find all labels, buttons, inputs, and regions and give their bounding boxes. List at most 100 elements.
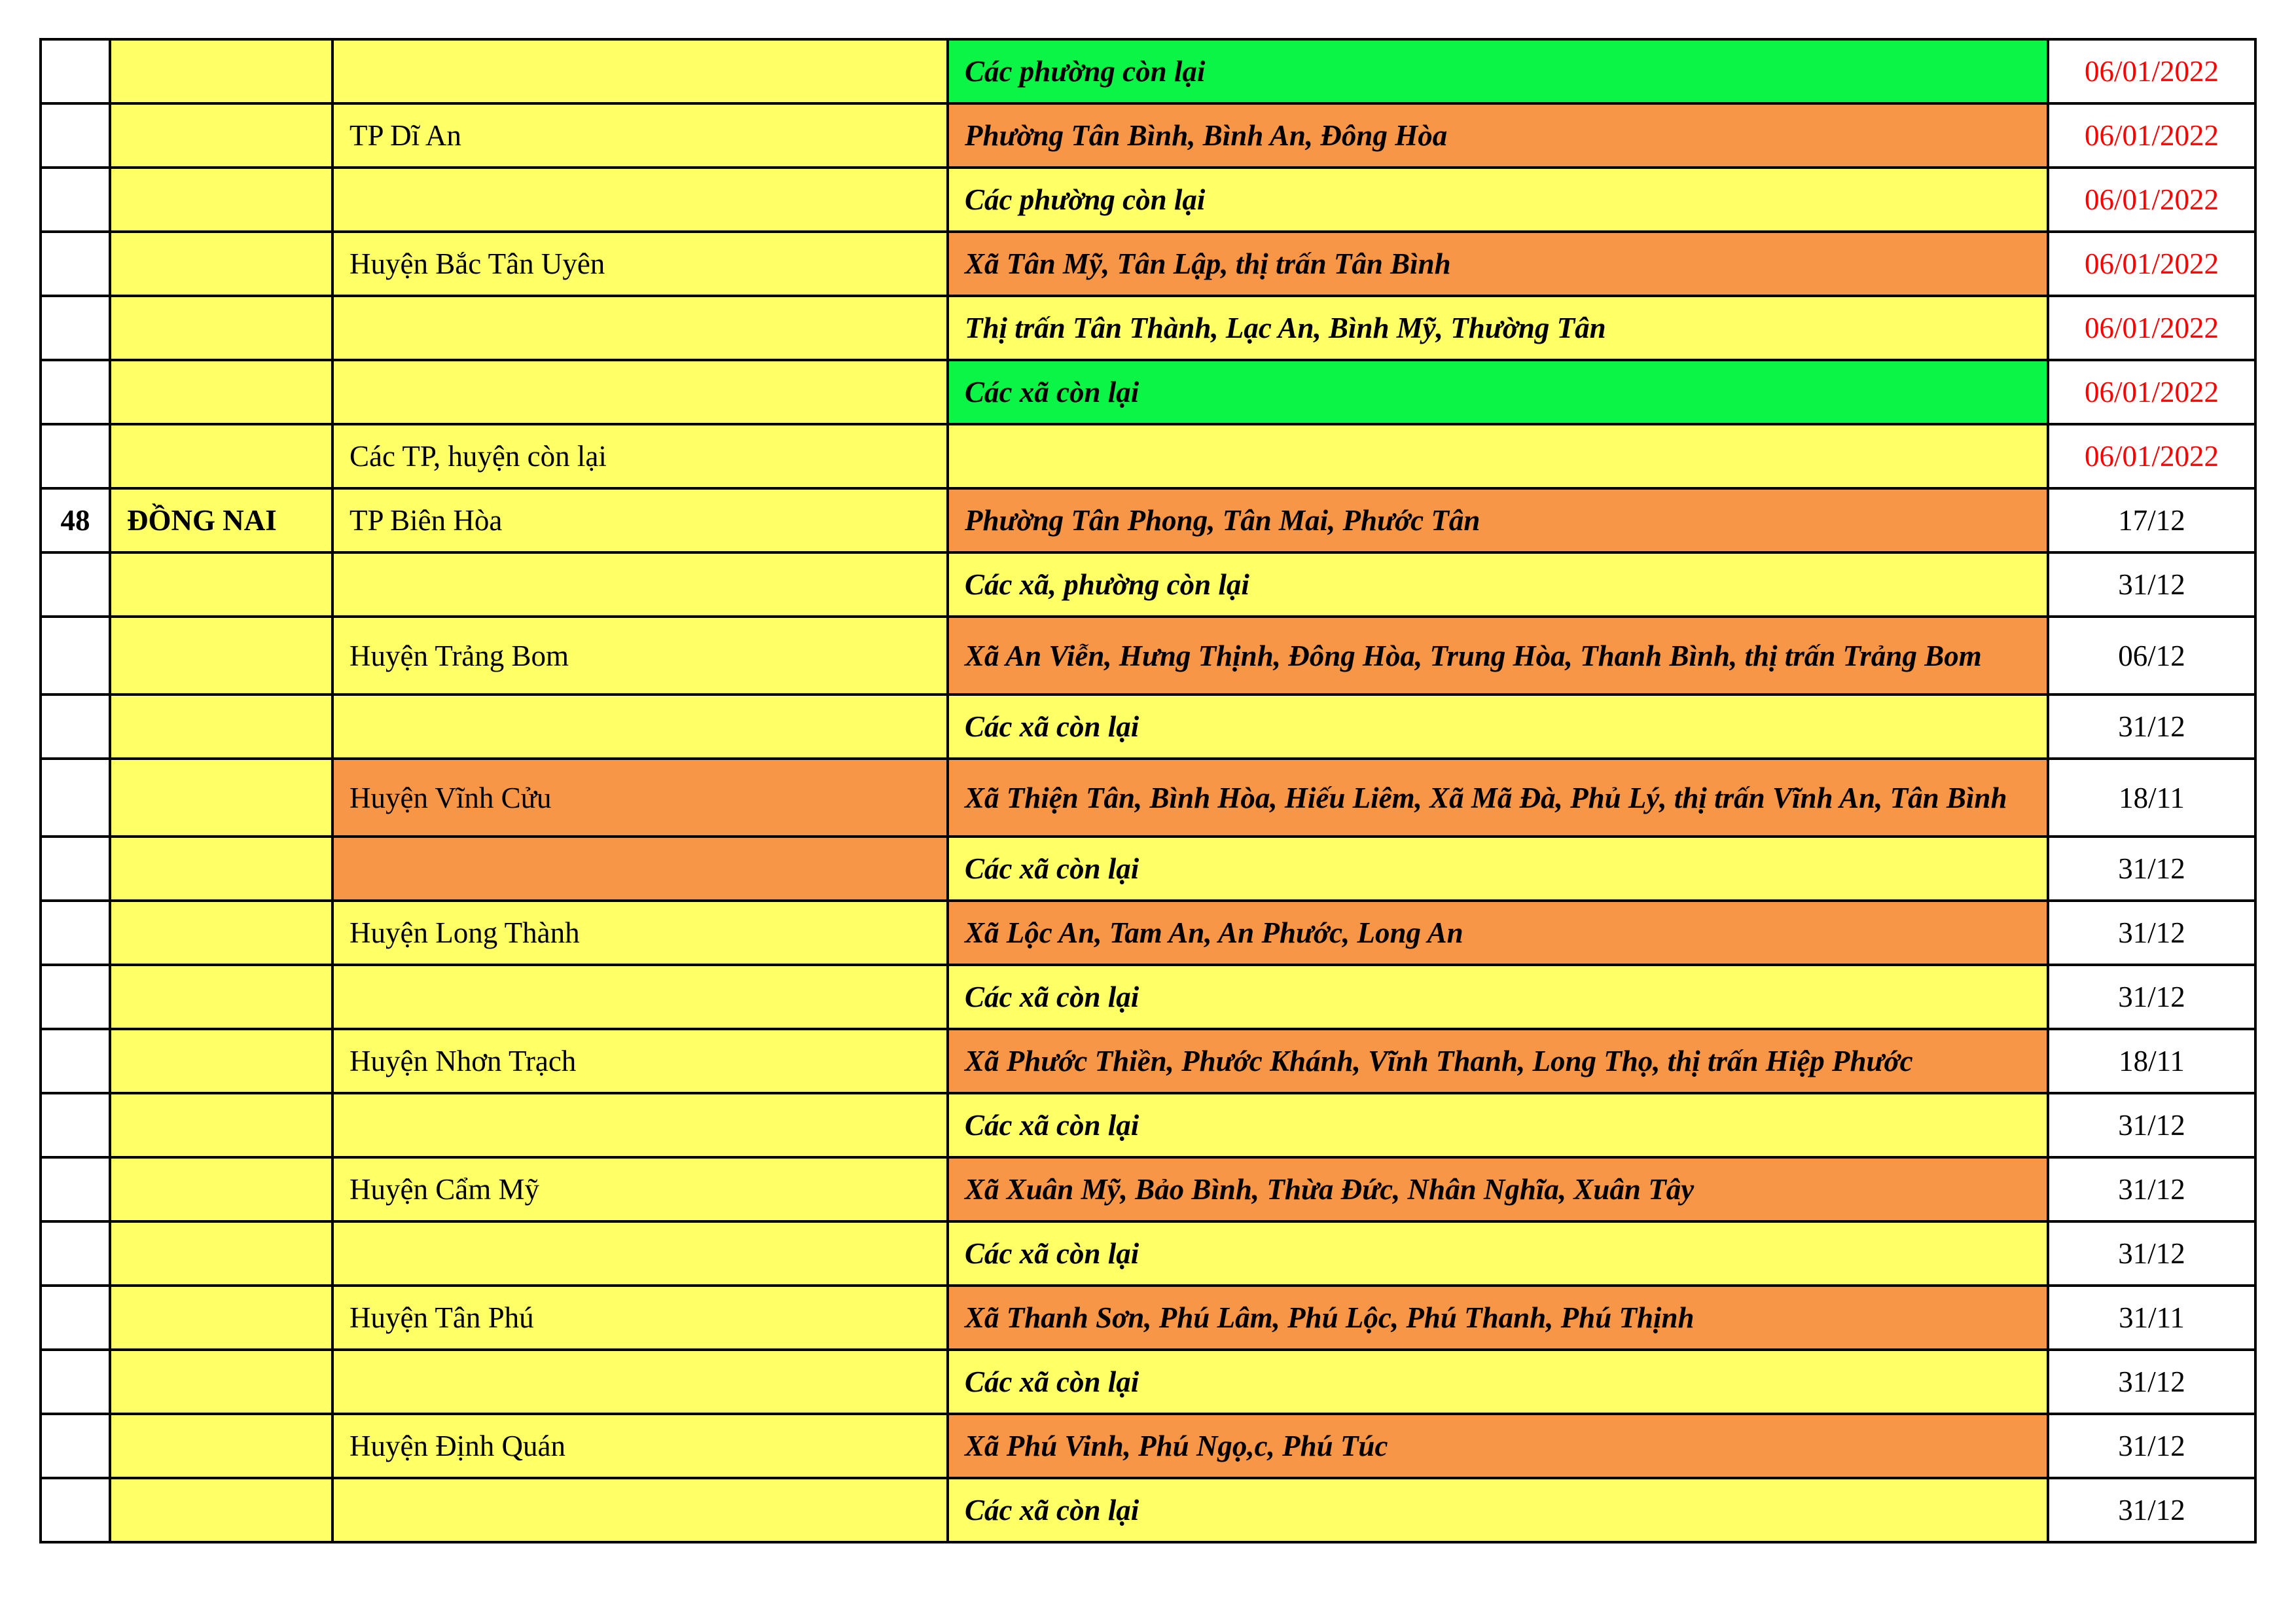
province-cell [109, 1092, 334, 1159]
row-number-cell [39, 102, 111, 169]
row-number-cell [39, 166, 111, 233]
area-cell: Các phường còn lại [946, 166, 2049, 233]
row-number-cell [39, 230, 111, 297]
date-cell: 31/11 [2047, 1284, 2257, 1351]
table-row: Các TP, huyện còn lại 06/01/2022 [39, 423, 2257, 490]
district-cell: Huyện Long Thành [331, 899, 949, 966]
district-cell [331, 1220, 949, 1287]
district-cell: Huyện Tân Phú [331, 1284, 949, 1351]
date-cell: 31/12 [2047, 835, 2257, 902]
area-cell: Các phường còn lại [946, 38, 2049, 105]
table-row: Các xã, phường còn lại 31/12 [39, 551, 2257, 618]
province-cell [109, 1348, 334, 1415]
district-cell [331, 166, 949, 233]
province-cell [109, 102, 334, 169]
date-cell: 06/01/2022 [2047, 230, 2257, 297]
table-row: Các xã còn lại 06/01/2022 [39, 359, 2257, 425]
province-cell [109, 757, 334, 838]
date-cell: 06/01/2022 [2047, 166, 2257, 233]
table-row: Huyện Long Thành Xã Lộc An, Tam An, An Ph… [39, 899, 2257, 966]
district-cell: Huyện Định Quán [331, 1413, 949, 1479]
province-cell [109, 899, 334, 966]
province-cell [109, 1284, 334, 1351]
date-cell: 31/12 [2047, 1092, 2257, 1159]
table-row: Các phường còn lại 06/01/2022 [39, 38, 2257, 105]
area-cell: Các xã còn lại [946, 1220, 2049, 1287]
row-number-cell [39, 1220, 111, 1287]
table-row: Huyện Cẩm Mỹ Xã Xuân Mỹ, Bảo Bình, Thừa Đ… [39, 1156, 2257, 1223]
province-cell [109, 1028, 334, 1094]
province-cell [109, 423, 334, 490]
area-cell: Các xã, phường còn lại [946, 551, 2049, 618]
date-cell: 31/12 [2047, 693, 2257, 760]
table-row: Các xã còn lại 31/12 [39, 1348, 2257, 1415]
district-cell: Huyện Cẩm Mỹ [331, 1156, 949, 1223]
area-cell [946, 423, 2049, 490]
table-row: Huyện Nhơn Trạch Xã Phước Thiền, Phước Kh… [39, 1028, 2257, 1094]
date-cell: 17/12 [2047, 487, 2257, 554]
province-cell [109, 615, 334, 696]
table-row: Huyện Định Quán Xã Phú Vinh, Phú Ngọ,c, P… [39, 1413, 2257, 1479]
area-cell: Các xã còn lại [946, 1092, 2049, 1159]
date-cell: 31/12 [2047, 1413, 2257, 1479]
table-row: Thị trấn Tân Thành, Lạc An, Bình Mỹ, Thư… [39, 295, 2257, 361]
district-cell: TP Dĩ An [331, 102, 949, 169]
table-row: Huyện Tân Phú Xã Thanh Sơn, Phú Lâm, Phú … [39, 1284, 2257, 1351]
province-cell [109, 230, 334, 297]
district-cell [331, 1477, 949, 1543]
province-cell [109, 1413, 334, 1479]
province-cell [109, 551, 334, 618]
table-row: Các xã còn lại 31/12 [39, 964, 2257, 1030]
date-cell: 31/12 [2047, 964, 2257, 1030]
area-cell: Các xã còn lại [946, 835, 2049, 902]
row-number-cell [39, 964, 111, 1030]
table-row: Huyện Vĩnh Cửu Xã Thiện Tân, Bình Hòa, Hi… [39, 757, 2257, 838]
district-cell [331, 38, 949, 105]
date-cell: 06/01/2022 [2047, 359, 2257, 425]
date-cell: 31/12 [2047, 1477, 2257, 1543]
province-cell [109, 964, 334, 1030]
area-cell: Các xã còn lại [946, 964, 2049, 1030]
row-number-cell [39, 1156, 111, 1223]
area-cell: Các xã còn lại [946, 1477, 2049, 1543]
district-cell [331, 835, 949, 902]
table-body: Các phường còn lại 06/01/2022 TP Dĩ An Phườ… [39, 38, 2257, 1543]
date-cell: 06/01/2022 [2047, 295, 2257, 361]
area-cell: Xã Thiện Tân, Bình Hòa, Hiếu Liêm, Xã Mã… [946, 757, 2049, 838]
date-cell: 31/12 [2047, 1220, 2257, 1287]
row-number-cell [39, 38, 111, 105]
area-cell: Các xã còn lại [946, 1348, 2049, 1415]
row-number-cell [39, 1413, 111, 1479]
table-row: Các xã còn lại 31/12 [39, 1092, 2257, 1159]
row-number-cell [39, 899, 111, 966]
date-cell: 18/11 [2047, 757, 2257, 838]
row-number-cell [39, 1477, 111, 1543]
row-number-cell [39, 1028, 111, 1094]
row-number-cell [39, 1092, 111, 1159]
row-number-cell [39, 359, 111, 425]
row-number-cell [39, 1284, 111, 1351]
table-row: Các xã còn lại 31/12 [39, 1220, 2257, 1287]
area-cell: Xã Tân Mỹ, Tân Lập, thị trấn Tân Bình [946, 230, 2049, 297]
district-cell [331, 359, 949, 425]
district-cell: Huyện Nhơn Trạch [331, 1028, 949, 1094]
province-cell [109, 38, 334, 105]
area-cell: Xã Lộc An, Tam An, An Phước, Long An [946, 899, 2049, 966]
province-cell: ĐỒNG NAI [109, 487, 334, 554]
district-cell: TP Biên Hòa [331, 487, 949, 554]
area-schedule-table: Các phường còn lại 06/01/2022 TP Dĩ An Phườ… [39, 38, 2257, 1543]
district-cell [331, 295, 949, 361]
district-cell [331, 551, 949, 618]
district-cell: Huyện Trảng Bom [331, 615, 949, 696]
district-cell: Huyện Vĩnh Cửu [331, 757, 949, 838]
area-cell: Xã Xuân Mỹ, Bảo Bình, Thừa Đức, Nhân Ngh… [946, 1156, 2049, 1223]
row-number-cell [39, 835, 111, 902]
district-cell: Các TP, huyện còn lại [331, 423, 949, 490]
area-cell: Các xã còn lại [946, 359, 2049, 425]
province-cell [109, 693, 334, 760]
area-cell: Các xã còn lại [946, 693, 2049, 760]
area-cell: Phường Tân Phong, Tân Mai, Phước Tân [946, 487, 2049, 554]
province-cell [109, 166, 334, 233]
table-row: TP Dĩ An Phường Tân Bình, Bình An, Đông H… [39, 102, 2257, 169]
area-cell: Phường Tân Bình, Bình An, Đông Hòa [946, 102, 2049, 169]
